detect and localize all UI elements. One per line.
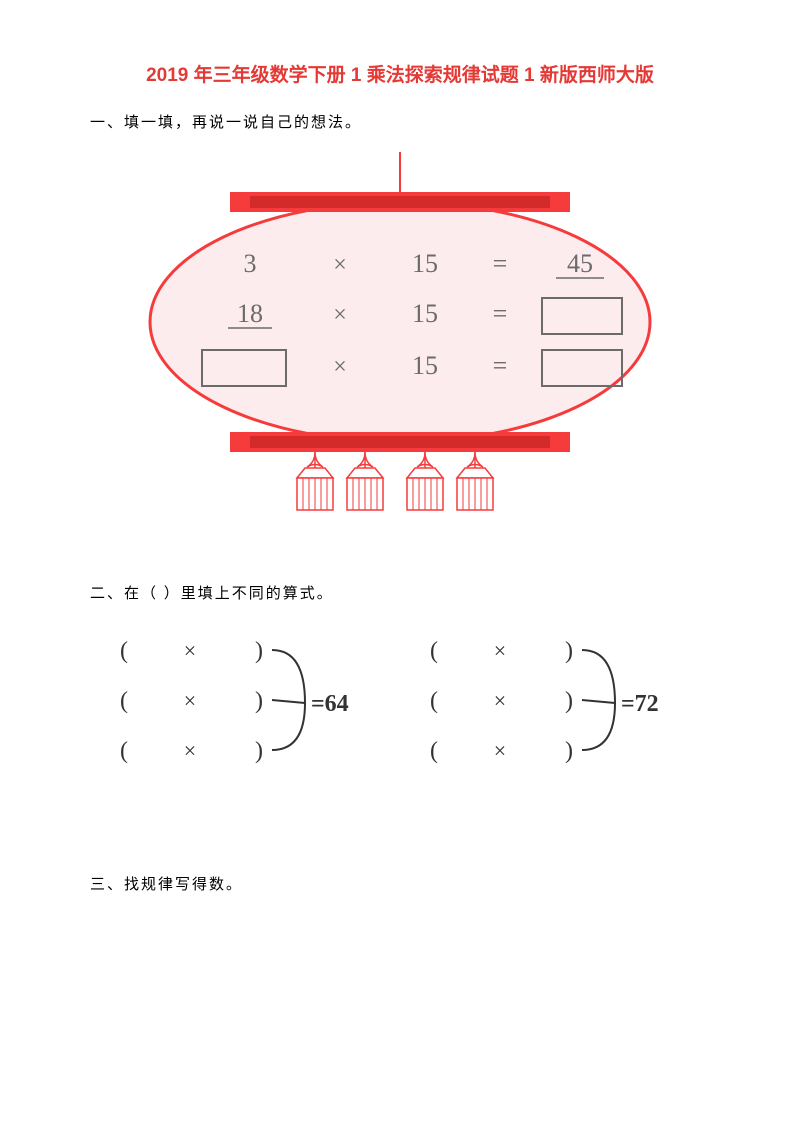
- bracket-arm: [272, 650, 305, 703]
- lantern-top-cap-inner: [250, 196, 550, 208]
- mult-op: ×: [494, 688, 506, 713]
- bracket-arm: [272, 700, 305, 703]
- equations-container: ( ×) ( ×) ( ×) =64 ( ×) ( ×) ( ×) =72: [90, 623, 710, 793]
- equation-eq: =: [493, 299, 508, 328]
- paren-open: (: [430, 688, 438, 714]
- tassel-cap: [407, 468, 443, 478]
- equation-result: 45: [567, 249, 593, 278]
- equation-a: 18: [237, 299, 263, 328]
- equation-a: 3: [244, 249, 257, 278]
- paren-close: ): [565, 738, 573, 764]
- paren-close: ): [255, 738, 263, 764]
- paren-open: (: [120, 738, 128, 764]
- paren-open: (: [120, 688, 128, 714]
- lantern-body: [150, 202, 650, 442]
- mult-op: ×: [184, 688, 196, 713]
- section2-heading: 二、在（ ）里填上不同的算式。: [90, 582, 710, 603]
- equation-b: 15: [412, 299, 438, 328]
- paren-close: ): [255, 688, 263, 714]
- equation-eq: =: [493, 249, 508, 278]
- equations-diagram: ( ×) ( ×) ( ×) =64 ( ×) ( ×) ( ×) =72: [100, 623, 700, 793]
- paren-open: (: [430, 638, 438, 664]
- tassel-cap: [347, 468, 383, 478]
- paren-close: ): [565, 638, 573, 664]
- lantern-diagram: 3 × 15 = 45 18 × 15 = × 15 =: [140, 152, 660, 532]
- bracket-arm: [582, 703, 615, 750]
- equation-eq: =: [493, 351, 508, 380]
- mult-op: ×: [184, 738, 196, 763]
- tassel-cap: [457, 468, 493, 478]
- title-text: 2019 年三年级数学下册 1 乘法探索规律试题 1 新版西师大版: [146, 65, 654, 86]
- bracket-arm: [582, 700, 615, 703]
- lantern-container: 3 × 15 = 45 18 × 15 = × 15 =: [90, 152, 710, 532]
- lantern-bottom-cap-inner: [250, 436, 550, 448]
- bracket-arm: [582, 650, 615, 703]
- paren-open: (: [430, 738, 438, 764]
- page-title: 2019 年三年级数学下册 1 乘法探索规律试题 1 新版西师大版: [90, 60, 710, 87]
- paren-close: ): [565, 688, 573, 714]
- tassel-cap: [297, 468, 333, 478]
- paren-open: (: [120, 638, 128, 664]
- mult-op: ×: [494, 638, 506, 663]
- mult-op: ×: [184, 638, 196, 663]
- equation-op: ×: [333, 354, 347, 380]
- equation-op: ×: [333, 252, 347, 278]
- equation-b: 15: [412, 249, 438, 278]
- equation-op: ×: [333, 302, 347, 328]
- bracket-arm: [272, 703, 305, 750]
- mult-op: ×: [494, 738, 506, 763]
- equation-b: 15: [412, 351, 438, 380]
- section1-heading: 一、填一填，再说一说自己的想法。: [90, 111, 710, 132]
- group-result: =72: [621, 691, 659, 717]
- section3-heading: 三、找规律写得数。: [90, 873, 710, 894]
- group-result: =64: [311, 691, 349, 717]
- paren-close: ): [255, 638, 263, 664]
